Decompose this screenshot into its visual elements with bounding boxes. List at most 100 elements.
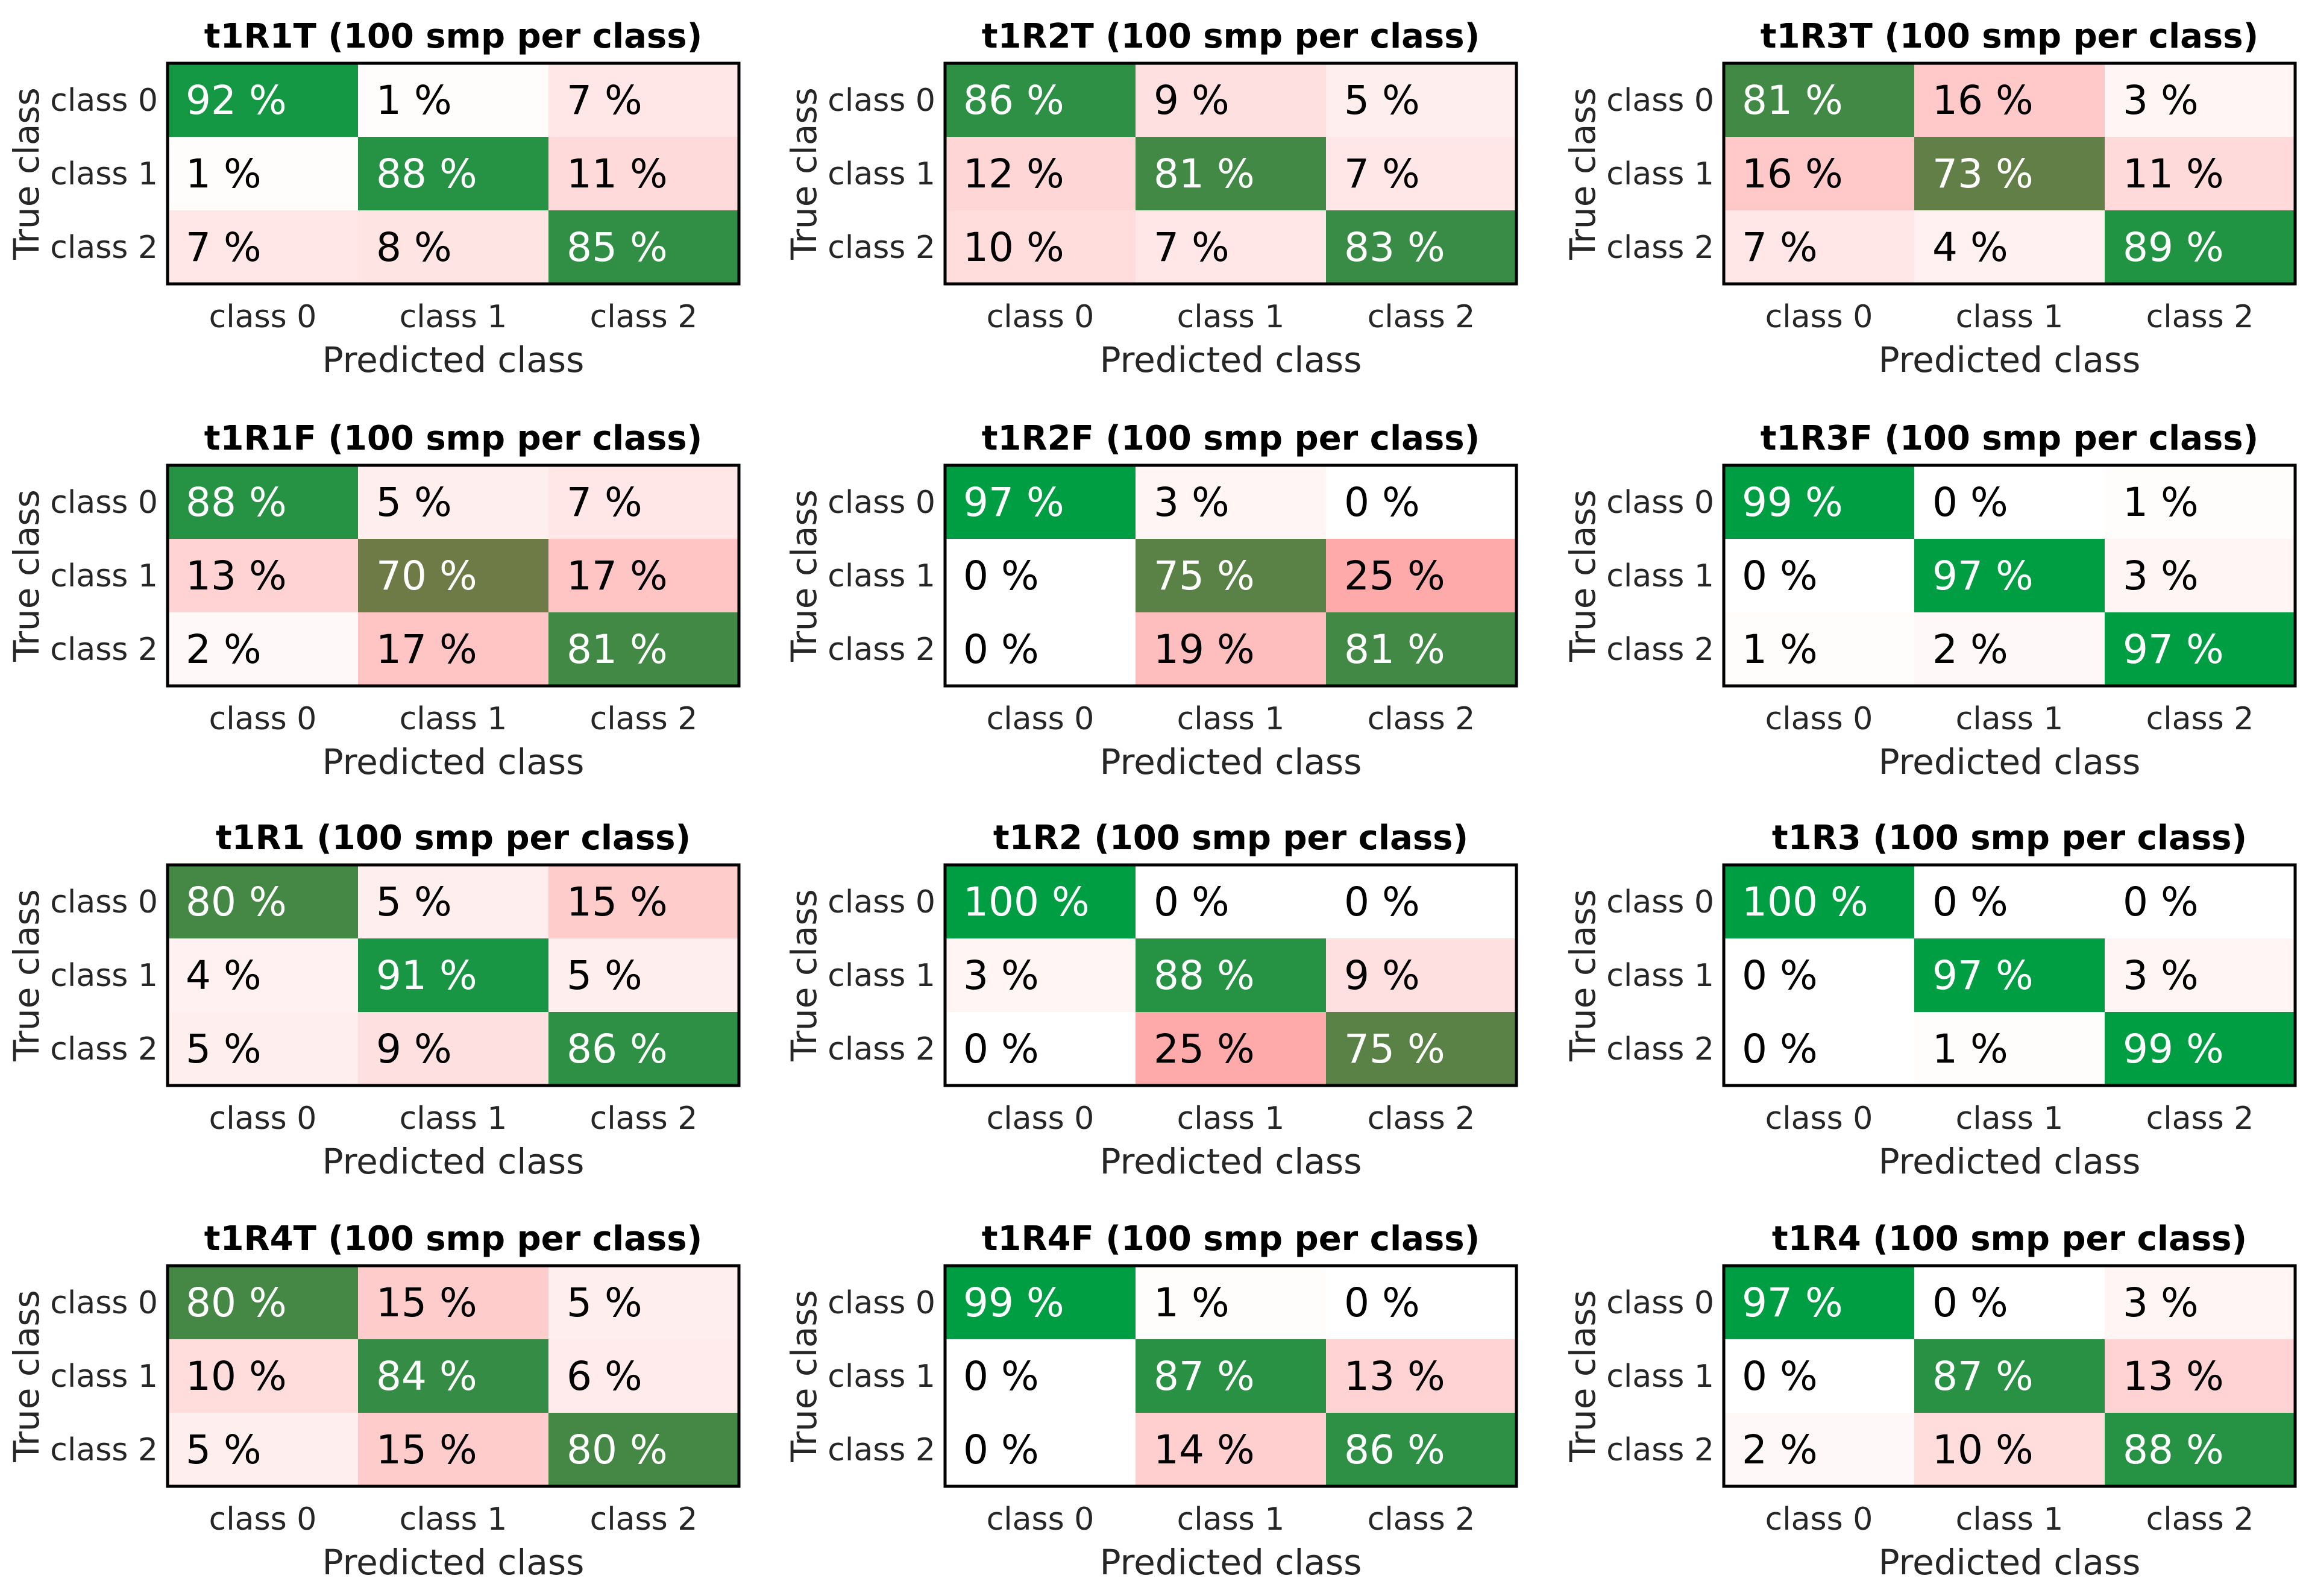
matrix-cell — [358, 63, 548, 137]
matrix-cell — [945, 1413, 1136, 1486]
matrix-cell — [548, 539, 739, 612]
y-tick-label: class 2 — [828, 1432, 935, 1468]
x-axis-label: Predicted class — [1879, 1542, 2141, 1583]
matrix-cell — [1136, 465, 1326, 539]
panel-title: t1R4 (100 smp per class) — [1772, 1219, 2247, 1258]
cell-value-label: 80 % — [186, 1280, 287, 1326]
panel-title: t1R2T (100 smp per class) — [982, 17, 1480, 56]
x-axis-label: Predicted class — [322, 1141, 585, 1182]
matrix-cell — [1326, 865, 1516, 938]
matrix-cell — [945, 539, 1136, 612]
y-tick-label: class 1 — [50, 1359, 158, 1395]
matrix-cell — [945, 465, 1136, 539]
cell-value-label: 100 % — [1742, 879, 1868, 925]
x-tick-label: class 0 — [209, 299, 317, 335]
cell-value-label: 83 % — [1344, 224, 1445, 271]
y-tick-label: class 0 — [1606, 1285, 1714, 1321]
x-tick-label: class 1 — [1177, 1501, 1285, 1538]
cell-value-label: 3 % — [2123, 952, 2199, 999]
y-axis-label: True class — [1562, 489, 1603, 662]
matrix-cell — [1724, 465, 1914, 539]
x-tick-label: class 2 — [590, 1101, 698, 1137]
matrix-frame — [943, 1264, 1518, 1488]
matrix-cell — [2105, 938, 2295, 1012]
matrix-cell — [1914, 1339, 2105, 1413]
cell-value-label: 92 % — [186, 77, 287, 124]
cell-value-label: 7 % — [1154, 224, 1230, 271]
x-tick-label: class 2 — [1368, 701, 1475, 737]
panel-title: t1R1T (100 smp per class) — [204, 17, 702, 56]
matrix-frame — [1722, 863, 2297, 1087]
matrix-cell — [1326, 1413, 1516, 1486]
matrix-cell — [358, 1012, 548, 1085]
matrix-cell — [1724, 612, 1914, 686]
cell-value-label: 99 % — [1742, 479, 1843, 526]
cell-value-label: 97 % — [1932, 553, 2034, 599]
x-tick-label: class 0 — [987, 701, 1095, 737]
cell-value-label: 17 % — [376, 626, 477, 673]
x-tick-label: class 1 — [400, 1101, 507, 1137]
cell-value-label: 1 % — [376, 77, 452, 124]
confusion-matrix-panel: t1R3 (100 smp per class) 100 % 0 % 0 % 0 % 97… — [1562, 818, 2297, 1182]
confusion-matrix-panel: t1R2T (100 smp per class) 86 % 9 % 5 % 12 % 8… — [784, 17, 1518, 380]
matrix-cell — [1136, 539, 1326, 612]
panels-container: t1R1T (100 smp per class) 92 % 1 % 7 % 1 % 88… — [6, 17, 2297, 1583]
cell-value-label: 2 % — [186, 626, 262, 673]
matrix-cell — [2105, 1339, 2295, 1413]
y-tick-label: class 1 — [1606, 958, 1714, 994]
cell-value-label: 80 % — [567, 1427, 668, 1473]
matrix-cell — [1914, 1266, 2105, 1339]
cell-value-label: 0 % — [963, 1353, 1039, 1400]
cell-value-label: 0 % — [963, 626, 1039, 673]
y-tick-label: class 0 — [1606, 884, 1714, 920]
x-axis-label: Predicted class — [1100, 339, 1362, 380]
cell-value-label: 0 % — [1742, 553, 1818, 599]
matrix-cell — [168, 137, 358, 210]
y-tick-label: class 2 — [828, 1031, 935, 1067]
cell-value-label: 81 % — [1154, 151, 1255, 197]
x-tick-label: class 2 — [1368, 1101, 1475, 1137]
panel-title: t1R2F (100 smp per class) — [982, 419, 1480, 458]
matrix-cell — [1914, 865, 2105, 938]
matrix-frame — [166, 1264, 741, 1488]
x-axis-label: Predicted class — [1879, 741, 2141, 782]
cell-value-label: 81 % — [567, 626, 668, 673]
matrix-cell — [1136, 865, 1326, 938]
x-tick-label: class 2 — [1368, 299, 1475, 335]
cell-value-label: 88 % — [186, 479, 287, 526]
x-tick-label: class 0 — [1765, 1501, 1873, 1538]
cell-value-label: 10 % — [1932, 1427, 2034, 1473]
cell-value-label: 16 % — [1932, 77, 2034, 124]
cell-value-label: 4 % — [186, 952, 262, 999]
cell-value-label: 88 % — [376, 151, 477, 197]
matrix-frame — [943, 61, 1518, 286]
cell-value-label: 0 % — [1932, 479, 2008, 526]
y-tick-label: class 1 — [828, 156, 935, 192]
matrix-cell — [168, 1339, 358, 1413]
matrix-cell — [548, 137, 739, 210]
matrix-cell — [1326, 1339, 1516, 1413]
confusion-matrix-panel: t1R3F (100 smp per class) 99 % 0 % 1 % 0 % 97… — [1562, 419, 2297, 782]
cell-value-label: 89 % — [2123, 224, 2224, 271]
cell-value-label: 88 % — [2123, 1427, 2224, 1473]
y-axis-label: True class — [1562, 889, 1603, 1062]
confusion-matrix-panel: t1R4F (100 smp per class) 99 % 1 % 0 % 0 % 87… — [784, 1219, 1518, 1583]
matrix-frame — [166, 463, 741, 688]
matrix-cell — [1326, 1266, 1516, 1339]
matrix-cell — [1136, 1012, 1326, 1085]
cell-value-label: 0 % — [963, 1026, 1039, 1072]
x-tick-label: class 2 — [2146, 701, 2254, 737]
cell-value-label: 19 % — [1154, 626, 1255, 673]
x-tick-label: class 1 — [1956, 299, 2064, 335]
matrix-cell — [168, 1266, 358, 1339]
matrix-cell — [2105, 63, 2295, 137]
cell-value-label: 0 % — [1932, 879, 2008, 925]
matrix-cell — [1136, 1413, 1326, 1486]
x-tick-label: class 1 — [1177, 1101, 1285, 1137]
cell-value-label: 17 % — [567, 553, 668, 599]
cell-value-label: 70 % — [376, 553, 477, 599]
x-axis-label: Predicted class — [1879, 1141, 2141, 1182]
cell-value-label: 0 % — [1932, 1280, 2008, 1326]
y-axis-label: True class — [1562, 87, 1603, 260]
cell-value-label: 99 % — [963, 1280, 1064, 1326]
